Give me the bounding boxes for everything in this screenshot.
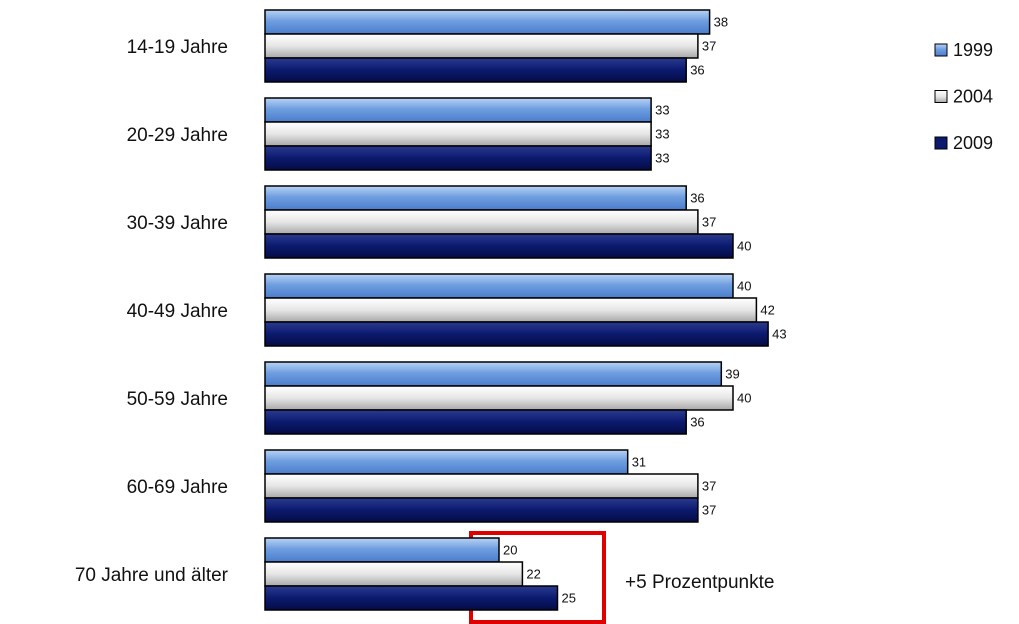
legend-label: 1999 [953, 40, 993, 60]
value-label: 22 [526, 566, 540, 581]
bar [264, 297, 758, 323]
value-label: 36 [690, 62, 704, 77]
value-label: 37 [702, 38, 716, 53]
value-label: 39 [725, 366, 739, 381]
value-label: 40 [737, 278, 751, 293]
value-label: 37 [702, 502, 716, 517]
bar [264, 385, 734, 411]
bar [264, 33, 699, 59]
bar [264, 473, 699, 499]
legend-label: 2004 [953, 86, 993, 106]
bar [264, 145, 652, 171]
bar [264, 209, 699, 235]
value-label: 36 [690, 414, 704, 429]
value-label: 40 [737, 238, 751, 253]
value-label: 33 [655, 126, 669, 141]
category-label: 30-39 Jahre [127, 213, 228, 234]
legend-swatch [934, 136, 948, 150]
bar [264, 121, 652, 147]
legend-swatch [934, 90, 948, 103]
value-label: 33 [655, 150, 669, 165]
value-label: 25 [562, 590, 576, 605]
bar [264, 585, 559, 611]
annotation: +5 Prozentpunkte [625, 572, 774, 593]
value-label: 31 [632, 454, 646, 469]
value-label: 37 [702, 478, 716, 493]
bar [264, 361, 723, 387]
bar [264, 9, 711, 35]
legend-swatch [934, 43, 948, 57]
legend-label: 2009 [953, 133, 993, 153]
value-label: 36 [690, 190, 704, 205]
value-label: 43 [772, 326, 786, 341]
value-label: 42 [760, 302, 774, 317]
bar [264, 561, 524, 587]
value-label: 37 [702, 214, 716, 229]
value-label: 38 [714, 14, 728, 29]
bar [264, 497, 699, 523]
bar [264, 409, 687, 435]
category-label: 20-29 Jahre [127, 125, 228, 146]
category-label: 70 Jahre und älter [75, 565, 229, 586]
value-label: 33 [655, 102, 669, 117]
value-label: 20 [503, 542, 517, 557]
category-label: 14-19 Jahre [127, 37, 228, 58]
value-label: 40 [737, 390, 751, 405]
bar [264, 537, 500, 563]
bar [264, 185, 687, 211]
category-label: 40-49 Jahre [127, 301, 228, 322]
category-label: 60-69 Jahre [127, 477, 228, 498]
bar [264, 273, 734, 299]
bar [264, 97, 652, 123]
bar [264, 57, 687, 83]
category-label: 50-59 Jahre [127, 389, 228, 410]
bar [264, 233, 734, 259]
bar [264, 321, 769, 347]
bar [264, 449, 629, 475]
